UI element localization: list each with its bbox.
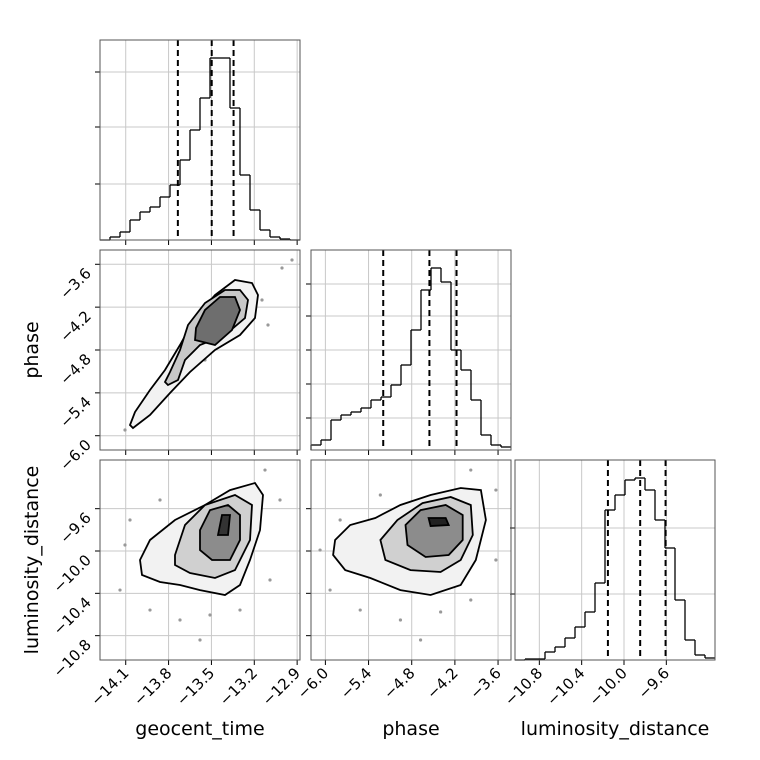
sample-point [318,548,322,552]
x-tick-label: −3.6 [466,664,504,702]
y-tick-label: −9.6 [56,509,94,547]
contour [427,517,451,527]
sample-point [123,428,127,432]
sample-point [418,638,423,642]
sample-point [238,608,242,612]
x-tick-label: −10.0 [586,664,631,709]
y-tick-label: −3.6 [56,264,94,302]
x-axis-label: geocent_time [135,718,264,740]
y-tick-label: −10.8 [50,636,95,681]
sample-point [280,266,284,270]
panel-frame [99,39,301,241]
x-tick-label: −14.1 [87,664,132,709]
x-tick-label: −10.4 [543,664,588,709]
sample-point [494,488,498,492]
y-tick-label: −10.4 [50,593,95,638]
x-tick-label: −4.8 [380,664,418,702]
x-tick-label: −4.2 [423,664,461,702]
sample-point [266,323,270,327]
sample-point [118,588,122,592]
sample-point [148,608,152,612]
sample-point [268,578,272,582]
contour [216,514,231,536]
sample-point [469,598,473,602]
sample-point [158,498,162,502]
contour [194,296,241,346]
panel-frame [99,249,301,451]
sample-point [439,610,443,614]
x-tick-label: −5.4 [337,664,375,702]
sample-point [469,468,473,472]
panel-frame [310,459,512,661]
x-tick-label: −13.2 [216,664,261,709]
sample-point [338,518,342,522]
y-axis-label: luminosity_distance [21,466,43,655]
sample-point [278,498,282,502]
x-axis-label: luminosity_distance [521,718,710,740]
sample-point [378,493,382,497]
sample-point [398,618,403,622]
panel-frame [514,459,716,661]
sample-point [198,638,202,642]
y-tick-label: −5.4 [56,393,94,431]
sample-point [494,558,498,562]
sample-point [358,608,362,612]
x-axis-label: phase [382,718,439,740]
contour [404,504,464,558]
y-tick-label: −4.2 [56,307,94,345]
x-tick-label: −13.5 [173,664,218,709]
x-tick-label: −9.6 [635,664,673,702]
y-tick-label: −10.0 [50,551,95,596]
panel-frame [99,459,301,661]
x-tick-label: −13.8 [130,664,175,709]
x-tick-label: −10.8 [501,664,546,709]
y-tick-label: −4.8 [56,350,94,388]
x-tick-label: −6.0 [294,664,332,702]
sample-point [208,613,212,617]
sample-point [123,543,127,547]
sample-point [263,468,267,472]
sample-point [328,588,332,592]
sample-point [260,298,264,302]
sample-point [128,518,132,522]
y-axis-label: phase [21,321,43,378]
sample-point [178,618,182,622]
y-tick-label: −6.0 [56,436,94,474]
sample-point [290,258,294,262]
panel-frame [310,249,512,451]
